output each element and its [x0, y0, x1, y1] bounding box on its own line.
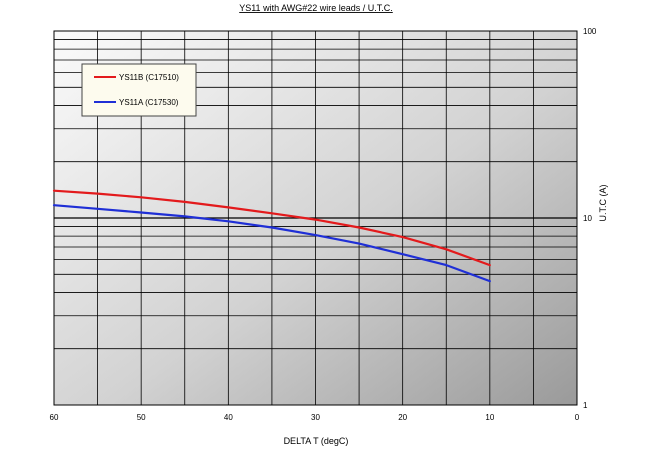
x-tick-labels: 60 50 40 30 20 10 0 — [50, 413, 580, 422]
y-axis-label: U.T.C (A) — [598, 184, 608, 221]
x-tick-label: 10 — [485, 413, 494, 422]
series-group — [52, 189, 491, 283]
x-tick-label: 0 — [575, 413, 580, 422]
legend: YS11B (C17510) YS11A (C17530) — [81, 63, 197, 117]
x-axis-label: DELTA T (degC) — [284, 436, 349, 446]
grid — [54, 31, 577, 405]
y-tick-label: 1 — [583, 401, 588, 410]
legend-box — [81, 63, 197, 117]
y-tick-labels: 1 10 100 — [583, 27, 597, 410]
x-tick-label: 60 — [50, 413, 59, 422]
x-tick-label: 30 — [311, 413, 320, 422]
x-tick-label: 50 — [137, 413, 146, 422]
legend-label-ys11a: YS11A (C17530) — [119, 98, 179, 107]
y-tick-label: 100 — [583, 27, 597, 36]
x-tick-label: 20 — [398, 413, 407, 422]
series-line-ys11a — [52, 204, 491, 283]
x-tick-label: 40 — [224, 413, 233, 422]
y-tick-label: 10 — [583, 214, 592, 223]
legend-label-ys11b: YS11B (C17510) — [119, 73, 179, 82]
chart-title: YS11 with AWG#22 wire leads / U.T.C. — [239, 3, 393, 13]
series-line-ys11b — [52, 189, 491, 267]
